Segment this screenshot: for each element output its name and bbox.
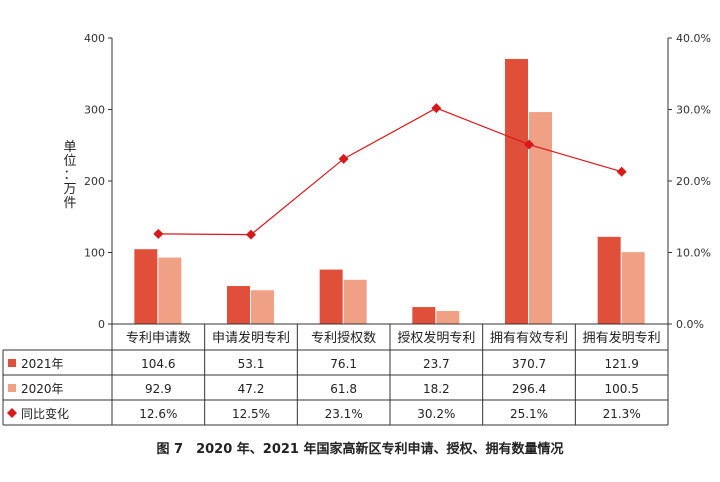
legend-swatch <box>8 384 16 392</box>
left-tick-label: 200 <box>84 175 105 188</box>
legend-label: 2021年 <box>21 357 64 371</box>
data-table: 专利申请数 申请发明专利 专利授权数 授权发明专利 拥有有效专利 拥有发明专利 2021年 1… <box>2 323 669 426</box>
table-cell-value: 30.2% <box>417 407 455 421</box>
table-cell-value: 104.6 <box>141 357 175 371</box>
right-tick-label: 40.0% <box>676 32 711 45</box>
right-tick-label: 20.0% <box>676 175 711 188</box>
y-axis-label: 单位：万件 <box>63 140 76 211</box>
table-cell-value: 18.2 <box>423 382 450 396</box>
category-label: 拥有发明专利 <box>583 330 661 346</box>
table-cell-value: 296.4 <box>512 382 546 396</box>
bar <box>134 249 158 324</box>
table-cell-value: 53.1 <box>238 357 265 371</box>
legend-label: 同比变化 <box>21 406 69 421</box>
table-cell-value: 61.8 <box>330 382 357 396</box>
left-tick-label: 400 <box>84 32 105 45</box>
table-cell-value: 370.7 <box>512 357 546 371</box>
line-point <box>153 228 164 239</box>
bar <box>158 257 182 324</box>
table-cell-value: 21.3% <box>603 407 641 421</box>
bar <box>436 310 460 324</box>
table-cell-value: 92.9 <box>145 382 172 396</box>
legend-label: 2020年 <box>21 382 64 396</box>
bar <box>505 58 528 325</box>
legend-marker <box>7 408 17 418</box>
bar <box>343 279 367 324</box>
category-label: 专利申请数 <box>126 331 191 346</box>
right-tick-label: 30.0% <box>676 104 711 117</box>
axes-layer: 0 100 200 300 400 0.0% 10.0% 20.0% 30.0% 40.0% <box>84 32 711 331</box>
line-point <box>524 139 534 150</box>
category-label: 专利授权数 <box>311 330 376 346</box>
y-axis-label-char: ： <box>63 168 76 183</box>
table-cell-value: 23.1% <box>325 407 363 421</box>
table-cell-value: 23.7 <box>423 357 450 371</box>
bar <box>529 112 552 324</box>
y-axis-label-char: 单 <box>63 140 76 155</box>
table-cell-value: 47.2 <box>238 382 265 396</box>
line-point <box>246 229 256 240</box>
table-cell-value: 76.1 <box>330 357 357 371</box>
bar <box>597 236 621 324</box>
bar <box>251 290 274 324</box>
table-cell-value: 121.9 <box>604 357 638 371</box>
bar <box>412 307 436 324</box>
bar <box>621 252 645 324</box>
category-label: 申请发明专利 <box>212 330 290 346</box>
table-cell-value: 12.6% <box>139 407 177 421</box>
left-tick-label: 100 <box>84 247 105 260</box>
category-label: 拥有有效专利 <box>490 331 568 346</box>
line-point <box>431 103 442 114</box>
left-tick-label: 300 <box>84 104 105 117</box>
line-point <box>616 166 627 177</box>
category-label: 授权发明专利 <box>397 330 475 346</box>
table-cell-value: 25.1% <box>510 407 548 421</box>
table-cell-value: 12.5% <box>232 407 270 421</box>
right-tick-label: 10.0% <box>676 247 711 260</box>
line-point <box>338 153 349 164</box>
y-axis-label-char: 万 <box>63 182 76 197</box>
y-axis-label-char: 位 <box>63 154 76 169</box>
left-tick-label: 0 <box>98 318 105 331</box>
series-line <box>158 107 622 236</box>
figure-caption: 图 7 2020 年、2021 年国家高新区专利申请、授权、拥有数量情况 <box>156 442 564 457</box>
y-axis-label-char: 件 <box>63 196 76 211</box>
legend-swatch <box>8 359 16 367</box>
right-tick-label: 0.0% <box>676 318 704 331</box>
bar <box>227 286 250 324</box>
bar <box>319 269 343 324</box>
table-cell-value: 100.5 <box>604 382 638 396</box>
bars-layer <box>134 58 645 325</box>
line-layer <box>153 103 627 240</box>
